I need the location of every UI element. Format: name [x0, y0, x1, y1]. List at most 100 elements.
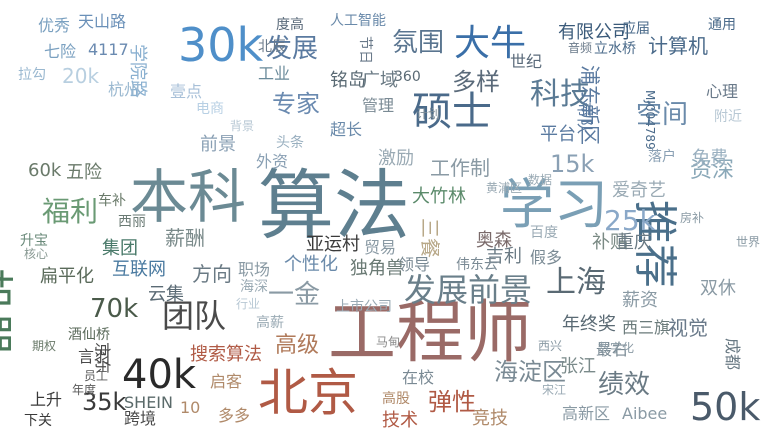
cloud-word: 技术	[382, 410, 418, 431]
cloud-word: 期权	[32, 339, 57, 353]
cloud-word: 跨境	[124, 409, 157, 428]
cloud-word: 百度	[530, 225, 558, 241]
cloud-word: 外资	[256, 152, 289, 171]
cloud-word: 北京	[258, 364, 358, 422]
cloud-word: 10	[180, 398, 201, 417]
cloud-word: 世纪	[510, 52, 543, 71]
cloud-word: 下关	[24, 413, 52, 429]
cloud-word: 西三旗	[622, 318, 671, 337]
cloud-word: 团队	[162, 297, 227, 335]
cloud-word: 海淀区	[494, 358, 566, 386]
cloud-word: 人工智能	[330, 13, 386, 29]
cloud-word: 宋江	[542, 383, 567, 397]
cloud-word: 视觉	[668, 316, 708, 340]
cloud-word: 50k	[690, 385, 761, 429]
cloud-word: 竞技	[472, 408, 508, 429]
cloud-word: 通用	[708, 17, 736, 33]
cloud-word: 节日	[357, 36, 373, 64]
cloud-word: 超长	[330, 120, 363, 139]
cloud-word: 立水桥	[594, 41, 636, 57]
cloud-word: 70k	[90, 294, 139, 324]
cloud-word: MJ004789	[643, 90, 657, 150]
cloud-word: SHEIN	[124, 393, 173, 412]
cloud-word: 核心	[24, 247, 49, 261]
cloud-word: 25k	[604, 204, 656, 237]
cloud-word: 30k	[178, 18, 264, 72]
cloud-word: 行业	[236, 297, 261, 311]
cloud-word: 60k	[28, 160, 62, 181]
cloud-word: 亚运村	[306, 234, 360, 255]
cloud-word: 上海	[546, 265, 606, 300]
cloud-word: 领导	[398, 255, 431, 274]
cloud-word: 空间	[636, 100, 689, 130]
cloud-word: 西兴	[538, 339, 563, 353]
cloud-word: 云集	[148, 284, 184, 305]
cloud-word: 数字化	[598, 341, 635, 355]
cloud-word: 发展	[266, 34, 319, 64]
cloud-word: 35k	[82, 388, 127, 416]
cloud-word: 15k	[550, 150, 595, 178]
cloud-word: 铭岛	[330, 70, 366, 91]
cloud-word: 年度	[72, 383, 97, 397]
cloud-word: 壹点	[170, 82, 203, 101]
cloud-word: 高薪	[256, 315, 284, 331]
cloud-word: 多多	[218, 406, 251, 425]
cloud-word: 带队	[575, 102, 594, 135]
cloud-word: Aibee	[622, 404, 668, 423]
cloud-word: 张江	[560, 356, 596, 377]
cloud-word: 一金	[268, 280, 321, 310]
cloud-word: 弹性	[428, 388, 476, 416]
cloud-word: 20k	[62, 64, 100, 88]
cloud-word: 伟东云	[456, 257, 498, 273]
cloud-word: 最右	[596, 340, 629, 359]
cloud-word: 扁平化	[40, 266, 94, 287]
cloud-word: 世界	[736, 235, 761, 249]
cloud-word: 集团	[102, 238, 138, 259]
cloud-word: 北辰	[258, 39, 286, 55]
cloud-word: 三餐	[418, 218, 442, 258]
cloud-word: 高新区	[562, 404, 611, 423]
cloud-word: 吉利	[486, 246, 522, 267]
cloud-word: 免费	[692, 148, 728, 169]
cloud-word: 上升	[30, 390, 63, 409]
cloud-word: 心理	[706, 82, 739, 101]
cloud-word: 大牛	[454, 23, 527, 64]
cloud-word: 薪资	[622, 290, 658, 311]
cloud-word: 个性化	[284, 254, 338, 275]
cloud-word: 360	[394, 69, 421, 85]
cloud-word: 资深	[690, 158, 735, 183]
cloud-word: 七险	[44, 42, 77, 61]
cloud-word: 酒仙桥	[68, 327, 110, 343]
cloud-word: 数据	[528, 173, 553, 187]
cloud-word: 前景	[200, 134, 236, 155]
cloud-word: 大竹林	[412, 186, 466, 207]
cloud-word: 管理	[362, 96, 395, 115]
cloud-word: 西丽	[118, 214, 146, 230]
cloud-word: 职场	[238, 260, 271, 279]
cloud-word: 激励	[378, 148, 414, 169]
cloud-word: 员工	[84, 369, 109, 383]
cloud-word: 贸易	[364, 238, 397, 257]
cloud-word: 平台	[540, 124, 576, 145]
cloud-word: 假多	[530, 248, 563, 267]
cloud-word: 优秀	[38, 16, 71, 35]
cloud-word: 成都	[723, 338, 742, 371]
cloud-word: 马甸	[376, 335, 401, 349]
cloud-word: 科技	[530, 77, 590, 112]
cloud-word: 互联网	[112, 259, 166, 280]
cloud-word: 房补	[680, 211, 705, 225]
cloud-word: 广域	[362, 70, 398, 91]
cloud-word: 背景	[230, 119, 255, 133]
cloud-word: 多样	[452, 68, 500, 96]
cloud-word: 头条	[276, 135, 304, 151]
cloud-word: 绩效	[598, 370, 651, 400]
cloud-word: 4117	[88, 40, 129, 59]
cloud-word: 独角兽	[350, 258, 404, 279]
cloud-word: 上市公司	[336, 299, 392, 315]
cloud-word: 福利	[42, 195, 99, 228]
cloud-word: 杭州	[108, 80, 141, 99]
cloud-word: 落户	[648, 149, 676, 165]
cloud-word: 有限公司	[558, 22, 630, 43]
cloud-word: 年终奖	[562, 314, 616, 335]
